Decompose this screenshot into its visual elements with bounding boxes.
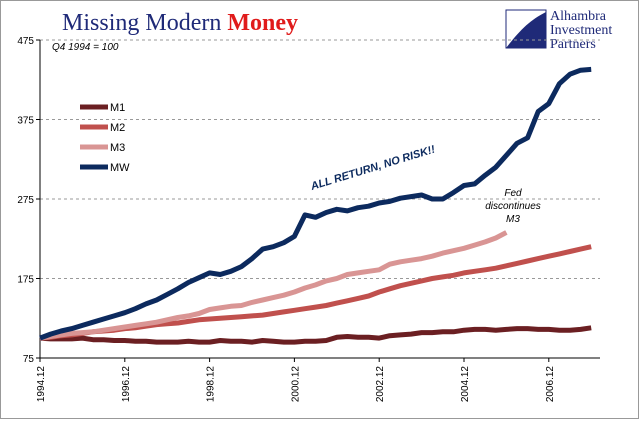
x-tick-label: 1996.12 — [121, 366, 132, 403]
logo-text: Partners — [550, 37, 596, 52]
chart-title: Missing Modern Money — [62, 10, 298, 36]
series-line — [39, 66, 592, 341]
legend-label: MW — [110, 162, 130, 174]
x-tick-label: 1998.12 — [206, 366, 217, 403]
y-tick-label: 275 — [17, 195, 34, 206]
logo-text: Investment — [550, 23, 612, 38]
series-line — [39, 325, 592, 345]
legend-label: M3 — [110, 142, 125, 154]
annotation: M3 — [506, 214, 520, 225]
logo: Alhambra Investment Partners — [505, 9, 612, 52]
y-tick-label: 75 — [23, 354, 35, 365]
legend-label: M2 — [110, 122, 125, 134]
annotation: Fed — [504, 188, 522, 199]
y-tick-label: 375 — [17, 116, 34, 127]
logo-text: Alhambra — [550, 9, 607, 24]
x-tick-label: 2000.12 — [290, 366, 301, 403]
annotation: discontinues — [485, 201, 541, 212]
series-line — [39, 230, 508, 341]
x-tick-label: 2006.12 — [545, 366, 556, 403]
x-tick-label: 2004.12 — [460, 366, 471, 403]
x-tick-label: 2002.12 — [375, 366, 386, 403]
x-tick-label: 1994.12 — [36, 366, 47, 403]
y-tick-label: 475 — [17, 36, 34, 47]
y-tick-label: 175 — [17, 275, 34, 286]
legend-label: M1 — [110, 102, 125, 114]
subtitle: Q4 1994 = 100 — [52, 42, 119, 53]
